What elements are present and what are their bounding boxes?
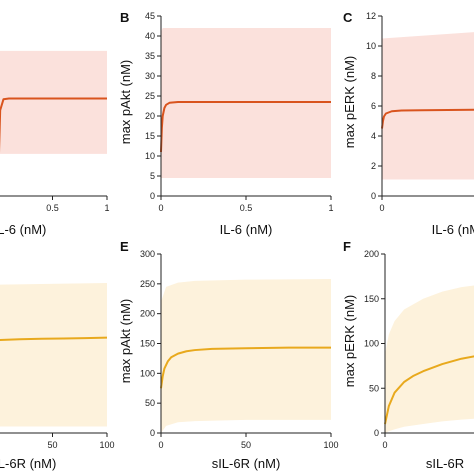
y-axis-label: max pAkt (nM): [118, 299, 133, 384]
y-tick-label: 12: [366, 11, 376, 21]
y-tick-label: 45: [145, 11, 155, 21]
y-tick-label: 0: [150, 191, 155, 201]
panel-f: 0 50 100 150 200 0 sIL-6R max pERK (nM) F: [342, 239, 474, 471]
panel-letter: F: [343, 239, 351, 254]
panel-a-partial: 0.5 1 IL-6 (nM): [0, 50, 110, 237]
y-tick-label: 100: [364, 339, 379, 349]
y-tick-label: 40: [145, 31, 155, 41]
confidence-band: [0, 283, 107, 427]
confidence-band: [385, 285, 474, 433]
y-axis-label: max pERK (nM): [342, 295, 357, 387]
y-tick-label: 35: [145, 51, 155, 61]
panel-e: 0 50 100 150 200 250 300 0 50 100 sIL-6R (nM) max p…: [118, 239, 339, 471]
x-tick-label: 0: [382, 440, 387, 450]
y-tick-label: 250: [140, 279, 155, 289]
series-line: [160, 101, 331, 153]
confidence-band: [382, 32, 474, 180]
x-tick-label: 50: [47, 440, 57, 450]
x-tick-label: 1: [328, 203, 333, 213]
series-line: [0, 97, 107, 154]
y-tick-label: 50: [369, 383, 379, 393]
y-tick-label: 2: [371, 161, 376, 171]
x-tick-label: 0.5: [46, 203, 59, 213]
x-tick-label: 100: [99, 440, 114, 450]
confidence-band: [161, 279, 331, 433]
x-axis-label: sIL-6R: [426, 456, 464, 471]
x-tick-label: 0: [158, 203, 163, 213]
y-axis-label: max pAkt (nM): [118, 60, 133, 145]
y-tick-label: 25: [145, 91, 155, 101]
x-axis-label: IL-6 (nM): [0, 222, 46, 237]
y-tick-label: 6: [371, 101, 376, 111]
y-axis-label: max pERK (nM): [342, 56, 357, 148]
x-axis-label: sIL-6R (nM): [0, 456, 56, 471]
x-tick-label: 0.5: [240, 203, 253, 213]
x-tick-label: 1: [104, 203, 109, 213]
y-tick-label: 200: [364, 249, 379, 259]
y-tick-label: 4: [371, 131, 376, 141]
panel-letter: E: [120, 239, 129, 254]
y-tick-label: 30: [145, 71, 155, 81]
y-tick-label: 20: [145, 111, 155, 121]
x-tick-label: 100: [323, 440, 338, 450]
x-tick-label: 0: [158, 440, 163, 450]
y-tick-label: 300: [140, 249, 155, 259]
y-tick-label: 100: [140, 368, 155, 378]
x-tick-label: 50: [241, 440, 251, 450]
panel-c: 0 2 4 6 8 10 12 0 IL-6 (nM) max pERK (nM) C: [342, 10, 474, 237]
x-axis-label: IL-6 (nM): [220, 222, 273, 237]
y-tick-label: 0: [374, 428, 379, 438]
y-tick-label: 50: [145, 398, 155, 408]
panel-letter: C: [343, 10, 353, 25]
y-tick-label: 150: [364, 294, 379, 304]
x-axis-label: IL-6 (nM): [432, 222, 474, 237]
y-tick-label: 8: [371, 71, 376, 81]
y-tick-label: 5: [150, 171, 155, 181]
y-tick-label: 10: [366, 41, 376, 51]
panel-d-partial: 50 100 sIL-6R (nM): [0, 283, 115, 471]
x-axis-label: sIL-6R (nM): [212, 456, 281, 471]
series-line: [0, 336, 108, 342]
series-line: [384, 355, 474, 425]
panel-b: 0 5 10 15 20 25 30 35 40 45 0 0.5 1 IL-6 (nM) max pAkt…: [118, 10, 334, 237]
y-tick-label: 200: [140, 309, 155, 319]
y-tick-label: 10: [145, 151, 155, 161]
y-tick-label: 150: [140, 339, 155, 349]
y-tick-label: 15: [145, 131, 155, 141]
y-tick-label: 0: [371, 191, 376, 201]
panel-letter: B: [120, 10, 129, 25]
y-tick-label: 0: [150, 428, 155, 438]
series-line: [160, 346, 331, 389]
confidence-band: [0, 50, 107, 154]
series-line: [381, 108, 474, 129]
x-tick-label: 0: [379, 203, 384, 213]
